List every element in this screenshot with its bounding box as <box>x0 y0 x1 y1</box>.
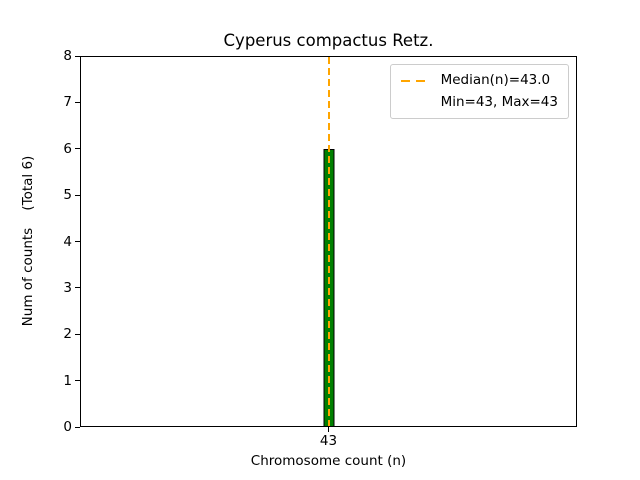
legend: Median(n)=43.0 Min=43, Max=43 <box>389 64 569 119</box>
y-tick-label: 0 <box>63 419 72 435</box>
y-tick-label: 8 <box>63 48 72 64</box>
y-tick-label: 2 <box>63 326 72 343</box>
x-axis-label: Chromosome count (n) <box>250 453 407 469</box>
y-axis-label: Num of counts (Total 6) <box>20 155 36 327</box>
y-tick-mark <box>75 194 80 196</box>
y-tick-mark <box>75 287 80 289</box>
y-tick-mark <box>75 55 80 57</box>
y-tick-label: 4 <box>63 233 72 250</box>
y-tick-label: 3 <box>63 279 72 296</box>
y-tick-label: 1 <box>63 372 72 389</box>
legend-row-median: Median(n)=43.0 <box>400 72 558 88</box>
legend-median-label: Median(n)=43.0 <box>440 72 551 88</box>
y-tick-mark <box>75 426 80 428</box>
y-tick-label: 5 <box>63 187 72 204</box>
y-tick-label: 6 <box>63 140 72 157</box>
legend-spacer <box>401 102 431 104</box>
y-tick-mark <box>75 380 80 382</box>
x-tick-label: 43 <box>319 433 338 449</box>
y-tick-mark <box>75 333 80 335</box>
median-line <box>327 57 330 426</box>
plot-area: Median(n)=43.0 Min=43, Max=43 <box>80 56 577 427</box>
y-tick-label: 7 <box>63 94 72 111</box>
y-tick-mark <box>75 101 80 103</box>
y-tick-mark <box>75 148 80 150</box>
legend-minmax-label: Min=43, Max=43 <box>440 94 558 110</box>
chart-title: Cyperus compactus Retz. <box>223 31 434 50</box>
y-tick-mark <box>75 241 80 242</box>
median-line-swatch-icon <box>400 79 431 82</box>
x-tick-mark <box>328 427 329 432</box>
legend-row-minmax: Min=43, Max=43 <box>401 95 558 110</box>
